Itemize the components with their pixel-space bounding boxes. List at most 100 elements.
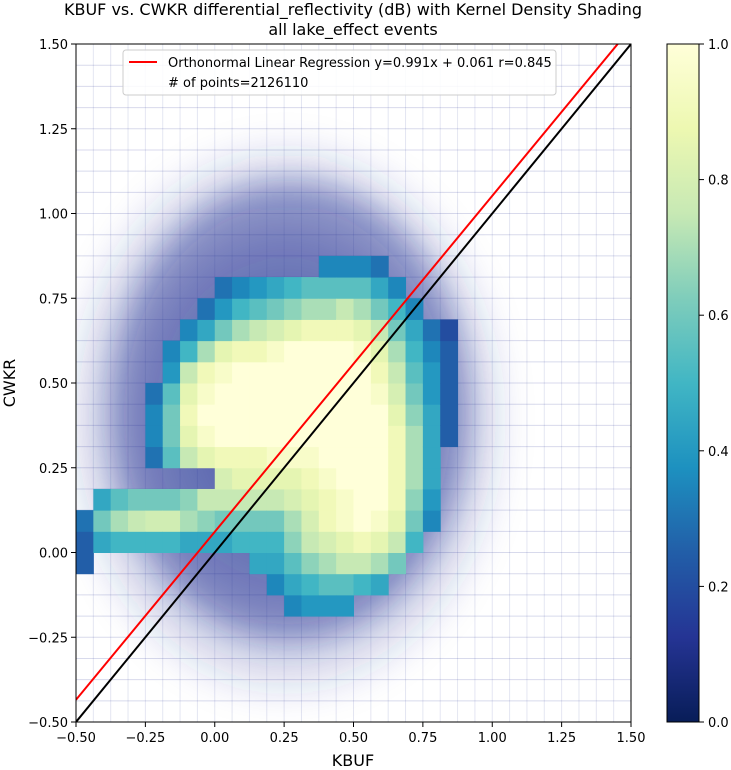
density-cell bbox=[284, 467, 302, 490]
density-cell bbox=[197, 340, 216, 363]
density-cell bbox=[162, 361, 181, 384]
density-cell bbox=[388, 446, 407, 469]
density-cell bbox=[284, 361, 302, 384]
density-cell bbox=[284, 383, 302, 405]
density-cell bbox=[318, 425, 337, 448]
density-cell bbox=[76, 552, 94, 575]
density-cell bbox=[388, 510, 407, 532]
density-cell bbox=[180, 446, 198, 469]
density-cell bbox=[336, 319, 354, 342]
density-cell bbox=[353, 488, 372, 511]
density-cell bbox=[353, 531, 372, 553]
density-cell bbox=[180, 425, 198, 448]
density-cell bbox=[249, 298, 268, 320]
x-tick-label: 0.50 bbox=[339, 731, 368, 746]
density-cell bbox=[162, 446, 181, 469]
density-cell bbox=[405, 467, 424, 490]
density-cell bbox=[388, 383, 407, 405]
density-cell bbox=[388, 298, 407, 320]
density-cell bbox=[162, 488, 181, 511]
density-cell bbox=[301, 573, 320, 596]
density-cell bbox=[336, 255, 354, 278]
density-cell bbox=[440, 361, 459, 384]
density-cell bbox=[370, 573, 389, 596]
density-cell bbox=[405, 340, 424, 363]
density-cell bbox=[76, 510, 94, 532]
density-cell bbox=[93, 531, 112, 553]
density-cell bbox=[249, 531, 268, 553]
density-cell bbox=[370, 510, 389, 532]
density-cell bbox=[197, 404, 216, 426]
density-cell bbox=[180, 404, 198, 426]
density-cell bbox=[214, 277, 233, 299]
density-cell bbox=[162, 425, 181, 448]
density-cell bbox=[197, 425, 216, 448]
legend-points-label: # of points=2126110 bbox=[168, 76, 308, 91]
density-cell bbox=[422, 319, 441, 342]
density-cell bbox=[284, 573, 302, 596]
density-cell bbox=[301, 552, 320, 575]
y-tick-label: −0.50 bbox=[28, 716, 68, 731]
density-cell bbox=[336, 425, 354, 448]
density-cell bbox=[301, 340, 320, 363]
density-cell bbox=[284, 298, 302, 320]
density-cell bbox=[405, 510, 424, 532]
density-cell bbox=[266, 510, 285, 532]
density-cell bbox=[318, 277, 337, 299]
legend-regression-label: Orthonormal Linear Regression y=0.991x +… bbox=[168, 56, 552, 71]
colorbar-tick-label: 0.0 bbox=[708, 716, 729, 731]
density-cell bbox=[388, 340, 407, 363]
density-cell bbox=[145, 510, 164, 532]
density-cell bbox=[197, 510, 216, 532]
x-tick-label: −0.25 bbox=[125, 731, 165, 746]
density-cell bbox=[197, 319, 216, 342]
density-cell bbox=[180, 340, 198, 363]
density-cell bbox=[405, 488, 424, 511]
density-cell bbox=[284, 531, 302, 553]
density-cell bbox=[388, 361, 407, 384]
x-axis-label: KBUF bbox=[332, 751, 374, 770]
colorbar-tick-label: 0.2 bbox=[708, 580, 729, 595]
x-tick-label: 1.00 bbox=[478, 731, 507, 746]
density-cell bbox=[232, 531, 250, 553]
plot-area bbox=[76, 44, 631, 722]
density-cell bbox=[318, 594, 337, 617]
density-cell bbox=[388, 488, 407, 511]
density-cell bbox=[232, 467, 250, 490]
y-tick-label: 0.50 bbox=[39, 377, 68, 392]
density-cell bbox=[336, 404, 354, 426]
density-cell bbox=[301, 467, 320, 490]
density-cell bbox=[214, 319, 233, 342]
x-tick-label: 1.25 bbox=[547, 731, 576, 746]
density-cell bbox=[336, 510, 354, 532]
density-cell bbox=[370, 404, 389, 426]
density-cell bbox=[405, 361, 424, 384]
x-tick-label: 1.50 bbox=[617, 731, 646, 746]
density-cell bbox=[318, 573, 337, 596]
legend-box bbox=[122, 49, 557, 96]
x-tick-label: 0.25 bbox=[270, 731, 299, 746]
density-cell bbox=[232, 277, 250, 299]
density-cell bbox=[353, 510, 372, 532]
density-cell bbox=[370, 361, 389, 384]
density-cell bbox=[128, 510, 146, 532]
density-cell bbox=[388, 404, 407, 426]
density-cell bbox=[336, 531, 354, 553]
density-cell bbox=[232, 425, 250, 448]
density-cell bbox=[232, 298, 250, 320]
density-cell bbox=[93, 510, 112, 532]
y-tick-label: 0.75 bbox=[39, 292, 68, 307]
density-cell bbox=[405, 425, 424, 448]
density-cell bbox=[318, 531, 337, 553]
density-cell bbox=[128, 531, 146, 553]
density-cell bbox=[353, 446, 372, 469]
density-cell bbox=[266, 488, 285, 511]
density-cell bbox=[266, 361, 285, 384]
density-cell bbox=[232, 340, 250, 363]
density-cell bbox=[353, 467, 372, 490]
density-cell bbox=[197, 361, 216, 384]
density-cell bbox=[301, 531, 320, 553]
density-cell bbox=[301, 319, 320, 342]
density-cell bbox=[162, 340, 181, 363]
